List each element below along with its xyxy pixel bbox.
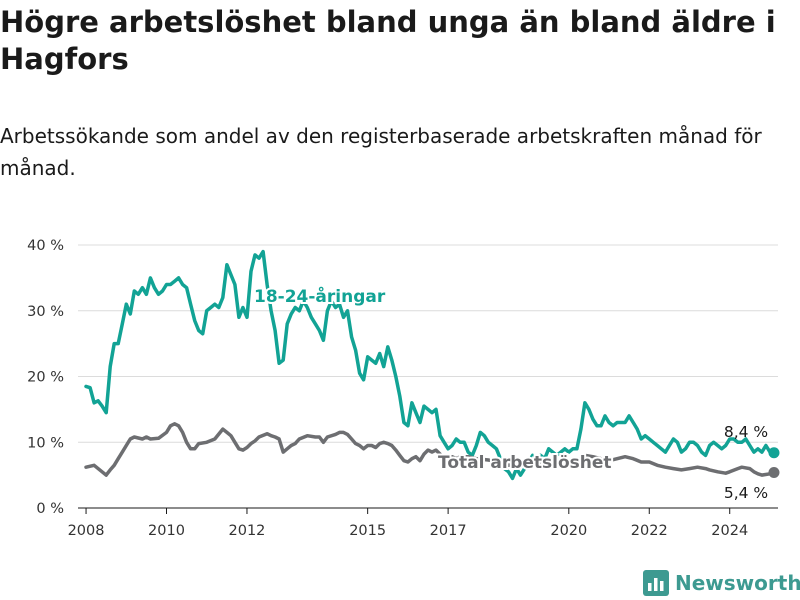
series-label-total: Total arbetslöshet — [438, 453, 612, 473]
y-axis-labels: 0 % 10 % 20 % 30 % 40 % — [27, 238, 64, 517]
series-line-1 — [84, 422, 776, 477]
line-chart: 0 % 10 % 20 % 30 % 40 % 2008 2010 2012 2015 2017… — [27, 238, 780, 539]
bar-chart-logo-icon — [643, 570, 669, 596]
x-tick-label: 2017 — [430, 523, 467, 539]
y-gridlines — [78, 244, 778, 509]
x-tick-label: 2012 — [229, 523, 266, 539]
x-tick-label: 2024 — [711, 523, 748, 539]
x-tick-label: 2020 — [550, 523, 587, 539]
end-point-1 — [768, 466, 780, 478]
x-tick-label: 2008 — [68, 523, 105, 539]
y-tick-label: 20 % — [27, 370, 64, 386]
x-tick-label: 2015 — [349, 523, 386, 539]
y-tick-label: 10 % — [27, 435, 64, 451]
x-axis: 2008 2010 2012 2015 2017 2020 2022 2024 — [68, 508, 748, 539]
chart-subtitle: Arbetssökande som andel av den registerb… — [0, 124, 762, 180]
brand-name: Newsworthy — [675, 571, 800, 595]
chart-title: Högre arbetslöshet bland unga än bland ä… — [0, 5, 776, 76]
newsworthy-logo: Newsworthy — [643, 568, 800, 598]
series-label-young: 18-24-åringar — [254, 285, 386, 307]
y-tick-label: 40 % — [27, 238, 64, 254]
y-tick-label: 30 % — [27, 304, 64, 320]
end-point-0 — [768, 447, 780, 459]
series-labels: 18-24-åringar Total arbetslöshet 8,4 % 5,4 … — [252, 283, 768, 502]
x-tick-label: 2022 — [631, 523, 668, 539]
series-line-0 — [84, 249, 776, 481]
x-tick-label: 2010 — [148, 523, 185, 539]
y-tick-label: 0 % — [36, 501, 64, 517]
series-lines — [84, 249, 780, 481]
end-value-label-total: 5,4 % — [724, 484, 768, 502]
end-value-label-young: 8,4 % — [724, 423, 768, 441]
